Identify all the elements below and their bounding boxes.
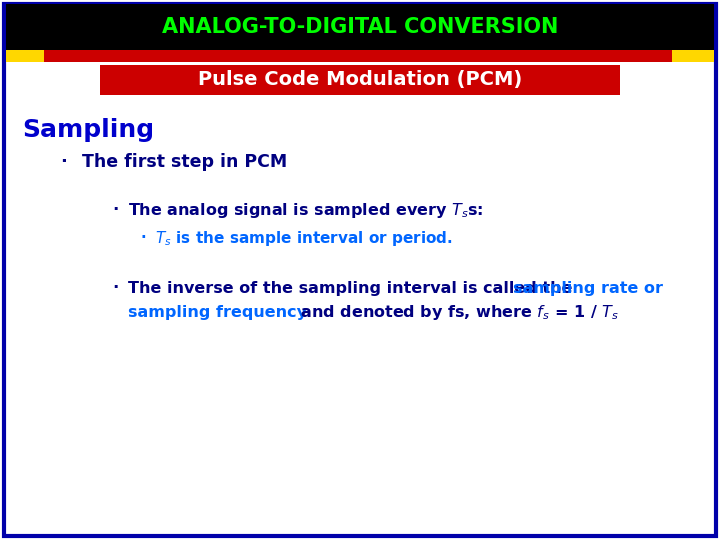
Text: ·: · bbox=[60, 153, 67, 171]
Text: $T_s$ is the sample interval or period.: $T_s$ is the sample interval or period. bbox=[155, 228, 453, 247]
FancyBboxPatch shape bbox=[672, 50, 714, 62]
Text: ·: · bbox=[140, 231, 145, 246]
Text: ·: · bbox=[112, 279, 118, 297]
Text: The analog signal is sampled every $T_s$s:: The analog signal is sampled every $T_s$… bbox=[128, 200, 484, 219]
FancyBboxPatch shape bbox=[44, 50, 672, 62]
Text: sampling frequency: sampling frequency bbox=[128, 305, 307, 320]
Text: Sampling: Sampling bbox=[22, 118, 154, 142]
FancyBboxPatch shape bbox=[100, 65, 620, 95]
FancyBboxPatch shape bbox=[6, 4, 714, 50]
Text: and denoted by fs, where $f_s$ = 1 / $T_s$: and denoted by fs, where $f_s$ = 1 / $T_… bbox=[295, 302, 618, 321]
Text: ·: · bbox=[112, 201, 118, 219]
Text: The first step in PCM: The first step in PCM bbox=[82, 153, 287, 171]
Text: sampling rate or: sampling rate or bbox=[513, 280, 663, 295]
Text: The inverse of the sampling interval is called the: The inverse of the sampling interval is … bbox=[128, 280, 578, 295]
Text: Pulse Code Modulation (PCM): Pulse Code Modulation (PCM) bbox=[198, 71, 522, 90]
FancyBboxPatch shape bbox=[6, 50, 44, 62]
Text: ANALOG-TO-DIGITAL CONVERSION: ANALOG-TO-DIGITAL CONVERSION bbox=[162, 17, 558, 37]
FancyBboxPatch shape bbox=[4, 4, 716, 536]
